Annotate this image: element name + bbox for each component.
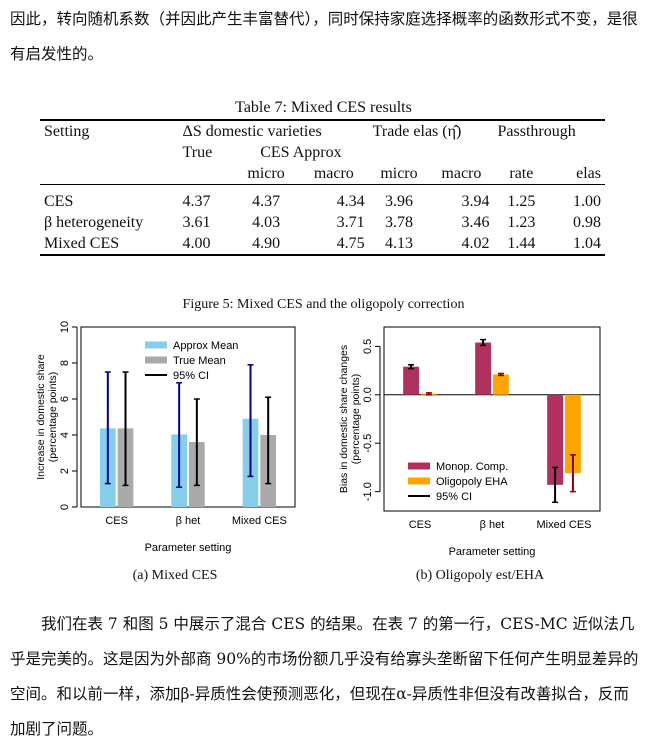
table-cell: 4.00 [178, 233, 234, 256]
table-cell: 3.46 [461, 213, 490, 231]
legend-label: True Mean [173, 355, 226, 367]
table-cell: 4.13 [368, 233, 430, 256]
table-cell: 4.34 [336, 192, 365, 210]
header-trade-micro: micro [368, 163, 430, 185]
plot-frame [80, 326, 296, 508]
header-passthrough: Passthrough [493, 119, 605, 142]
legend-label: Oligopoly EHA [436, 476, 508, 488]
results-paragraph: 我们在表 7 和图 5 中展示了混合 CES 的结果。在表 7 的第一行，CES… [10, 607, 640, 747]
y-tick-label: 2 [59, 468, 71, 474]
chart-oligopoly: -1.0 -0.5 0.0 0.5 CES β het Mixed CES Parameter… [338, 326, 601, 558]
y-tick-label: 6 [59, 396, 71, 402]
table-cell: Mixed CES [40, 233, 179, 256]
table-cell: 4.37 [252, 192, 281, 210]
table-cell: 0.98 [573, 213, 601, 231]
panel-b-caption: (b) Oligopoly est/EHA [415, 568, 545, 583]
bar [547, 394, 563, 485]
table-cell: 4.03 [252, 213, 281, 231]
bar [565, 394, 581, 474]
table-cell: 4.02 [429, 233, 494, 256]
legend-label: Approx Mean [173, 340, 238, 352]
x-tick-label: Mixed CES [232, 515, 287, 527]
y-tick-label: -0.5 [362, 434, 374, 453]
bar [403, 366, 419, 395]
legend-label: 95% CI [173, 370, 209, 382]
header-trade-macro: macro [429, 163, 494, 185]
chart-mixed-ces: 0 2 4 6 8 10 CES β het Mixed CES Parameter settin… [35, 321, 296, 554]
table-caption: Table 7: Mixed CES results [235, 99, 412, 116]
y-axis-label: Bias in domestic share changes [338, 345, 350, 493]
table-cell: 3.78 [384, 213, 413, 231]
legend-label: 95% CI [436, 491, 472, 503]
y-tick-label: 0 [59, 504, 71, 510]
y-tick-label: 4 [59, 432, 71, 438]
y-tick-label: 10 [59, 321, 71, 333]
table-cell: 1.00 [573, 192, 601, 210]
x-tick-label: Mixed CES [536, 519, 591, 531]
header-delta-s: ΔS domestic varieties [178, 119, 369, 142]
results-table: Setting ΔS domestic varieties Trade elas… [40, 119, 605, 256]
table-cell: 1.23 [507, 213, 536, 231]
legend-label: Monop. Comp. [436, 461, 508, 473]
x-axis-label: Parameter setting [145, 542, 232, 554]
y-tick-label: -1.0 [362, 482, 374, 501]
y-axis-label-units: (percentage points) [47, 372, 59, 462]
table-cell: CES [44, 192, 74, 210]
header-setting: Setting [40, 119, 179, 142]
header-rate: rate [493, 163, 550, 185]
bar [475, 342, 491, 395]
x-tick-label: β het [480, 519, 505, 531]
table-cell: 3.71 [336, 213, 365, 231]
figure-caption: Figure 5: Mixed CES and the oligopoly co… [182, 297, 465, 312]
header-elas: elas [549, 163, 605, 185]
table-cell: 1.04 [549, 233, 605, 256]
y-axis-label-units: (percentage points) [350, 374, 362, 464]
header-macro: macro [298, 163, 369, 185]
y-tick-label: 0.5 [362, 339, 374, 354]
x-axis-label: Parameter setting [449, 546, 536, 558]
results-paragraph-text: 我们在表 7 和图 5 中展示了混合 CES 的结果。在表 7 的第一行，CES… [10, 615, 639, 738]
table-cell: 1.25 [507, 192, 536, 210]
header-ces-approx: CES Approx [260, 143, 342, 161]
table-cell: 3.96 [384, 192, 413, 210]
table-cell: 4.75 [298, 233, 369, 256]
x-tick-label: CES [105, 515, 128, 527]
plot-frame [383, 326, 601, 512]
table-cell: 1.44 [493, 233, 550, 256]
table-cell: 3.61 [182, 213, 211, 231]
y-axis-label: Increase in domestic share [35, 354, 47, 480]
panel-a-caption: (a) Mixed CES [132, 568, 218, 583]
header-true: True [182, 143, 213, 161]
table-cell: 4.37 [182, 192, 211, 210]
x-tick-label: β het [176, 515, 201, 527]
header-trade-elas: Trade elas (η̂) [368, 119, 494, 142]
bar [493, 374, 509, 395]
panel-b: -1.0 -0.5 0.0 0.5 CES β het Mixed CES Parameter… [330, 318, 630, 588]
y-tick-label: 0.0 [362, 387, 374, 402]
header-micro: micro [233, 163, 299, 185]
y-tick-label: 8 [59, 360, 71, 366]
table-cell: 4.90 [233, 233, 299, 256]
table-cell: 3.94 [461, 192, 490, 210]
panel-a: 0 2 4 6 8 10 CES β het Mixed CES Parameter settin… [25, 318, 325, 588]
intro-paragraph: 因此，转向随机系数（并因此产生丰富替代），同时保持家庭选择概率的函数形式不变，是… [10, 10, 638, 63]
table-cell: β heterogeneity [44, 213, 144, 231]
x-tick-label: CES [409, 519, 432, 531]
